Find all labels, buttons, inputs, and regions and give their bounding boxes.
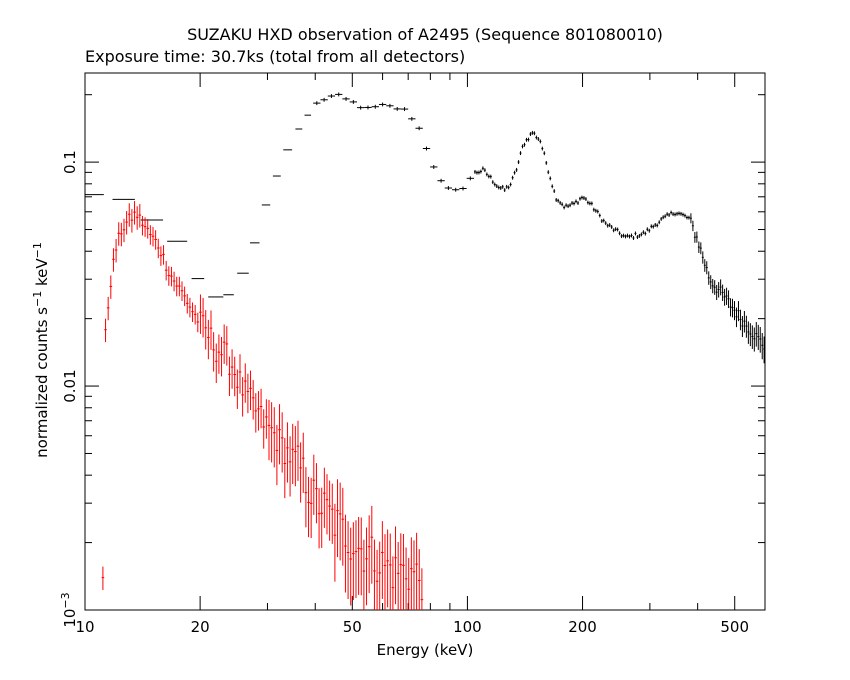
- y-tick-label: 10−3: [59, 592, 79, 627]
- x-tick-label: 10: [75, 618, 94, 636]
- y-tick-label: 0.1: [61, 150, 79, 174]
- y-axis-label-sup1: −1: [31, 291, 44, 307]
- plot-frame: [84, 72, 766, 611]
- data-series: [85, 92, 765, 610]
- series-black: [85, 92, 765, 364]
- x-tick-label: 100: [453, 618, 482, 636]
- y-tick-label: 0.01: [61, 369, 79, 402]
- y-tick-label-base: 10: [61, 609, 79, 628]
- y-axis-label-mid: keV: [33, 258, 51, 291]
- chart-title: SUZAKU HXD observation of A2495 (Sequenc…: [187, 25, 663, 44]
- axis-ticks: [84, 73, 766, 611]
- x-tick-label: 20: [191, 618, 210, 636]
- chart-subtitle: Exposure time: 30.7ks (total from all de…: [85, 47, 465, 66]
- x-tick-label: 50: [343, 618, 362, 636]
- tick-labels: 10 20 50 100 200 500 0.1 0.01 10−3: [59, 150, 749, 636]
- y-axis-label-sup2: −1: [31, 242, 44, 258]
- y-axis-label: normalized counts s−1 keV−1: [31, 242, 51, 458]
- y-axis-label-base: normalized counts s: [33, 307, 51, 458]
- series-red: [101, 201, 424, 610]
- y-tick-label-sup: −3: [59, 592, 72, 608]
- x-tick-label: 200: [568, 618, 597, 636]
- x-tick-label: 500: [720, 618, 749, 636]
- x-axis-label: Energy (keV): [377, 641, 474, 659]
